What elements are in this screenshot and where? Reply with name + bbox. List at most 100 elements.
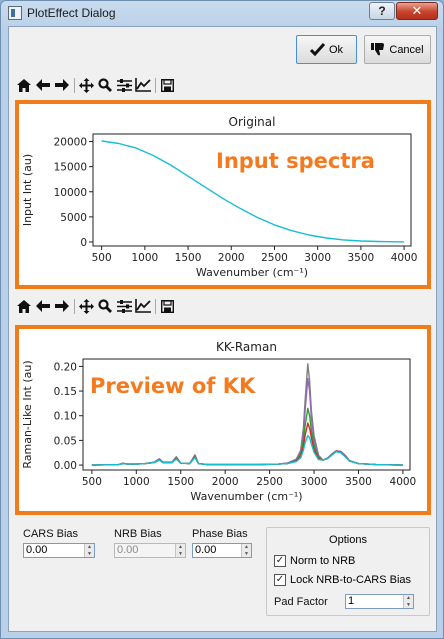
preview-kk-annotation: Preview of KK bbox=[90, 374, 256, 398]
cars-bias-spinbox[interactable]: 0.00 ▲ ▼ bbox=[23, 543, 95, 558]
axes-edit-icon[interactable] bbox=[135, 77, 151, 93]
y-tick-label: 0.15 bbox=[54, 386, 77, 398]
forward-arrow-icon[interactable] bbox=[54, 77, 70, 93]
x-tick-label: 1500 bbox=[167, 476, 194, 488]
kk-raman-plot-frame: KK-Raman 500 1000 1500 2000 2500 3000 3500 4000 0… bbox=[15, 325, 431, 515]
phase-bias-value: 0.00 bbox=[195, 544, 217, 556]
norm-to-nrb-checkbox-row[interactable]: ✓ Norm to NRB bbox=[274, 555, 355, 567]
zoom-icon[interactable] bbox=[97, 77, 113, 93]
cancel-label: Cancel bbox=[389, 43, 424, 56]
checkmark-icon bbox=[309, 43, 325, 56]
y-tick-label: 20000 bbox=[54, 137, 87, 149]
y-tick-label: 15000 bbox=[54, 162, 87, 174]
y-tick-label: 10000 bbox=[54, 187, 87, 199]
x-tick-label: 1500 bbox=[175, 252, 202, 264]
nrb-bias-spinbox: 0.00 ▲ ▼ bbox=[114, 543, 186, 558]
x-tick-label: 500 bbox=[82, 476, 102, 488]
toolbar-separator bbox=[74, 298, 75, 314]
window-title: PlotEffect Dialog bbox=[27, 6, 116, 20]
pan-icon[interactable] bbox=[78, 77, 94, 93]
thumbs-down-icon bbox=[371, 43, 385, 56]
y-axis-label: Raman-Like Int (au) bbox=[21, 360, 34, 468]
y-tick-label: 0.00 bbox=[54, 460, 77, 472]
norm-to-nrb-checkbox[interactable]: ✓ bbox=[274, 555, 286, 567]
cars-bias-value: 0.00 bbox=[26, 544, 48, 556]
cars-bias-label: CARS Bias bbox=[23, 528, 79, 540]
x-tick-label: 500 bbox=[92, 252, 112, 264]
plot-toolbar-bottom bbox=[16, 296, 178, 316]
close-button[interactable]: ✕ bbox=[396, 2, 438, 20]
x-tick-label: 4000 bbox=[390, 476, 417, 488]
cars-bias-spin-arrows[interactable]: ▲ ▼ bbox=[84, 544, 94, 557]
x-axis-label: Wavenumber (cm⁻¹) bbox=[190, 490, 302, 503]
nrb-bias-value: 0.00 bbox=[117, 544, 139, 556]
pad-factor-spinbox[interactable]: 1 ▲ ▼ bbox=[345, 594, 414, 609]
help-button[interactable]: ? bbox=[369, 2, 395, 20]
plot-toolbar-top bbox=[16, 75, 178, 95]
axes-edit-icon[interactable] bbox=[135, 298, 151, 314]
pad-factor-label: Pad Factor bbox=[274, 596, 328, 608]
phase-bias-label: Phase Bias bbox=[192, 528, 248, 540]
cancel-button[interactable]: Cancel bbox=[364, 35, 431, 64]
ok-label: Ok bbox=[328, 43, 344, 56]
save-icon[interactable] bbox=[159, 77, 175, 93]
x-tick-label: 3500 bbox=[345, 476, 372, 488]
x-tick-label: 2000 bbox=[212, 476, 239, 488]
nrb-bias-label: NRB Bias bbox=[114, 528, 162, 540]
x-tick-label: 4000 bbox=[391, 252, 418, 264]
dialog-client: Ok Cancel Original 500 1000 1500 2000 2500 300… bbox=[8, 26, 437, 632]
toolbar-separator bbox=[74, 77, 75, 93]
y-tick-label: 0.05 bbox=[54, 435, 77, 447]
x-tick-label: 3000 bbox=[301, 476, 328, 488]
options-group: Options ✓ Norm to NRB ✓ Lock NRB-to-CARS… bbox=[266, 527, 430, 616]
lock-nrb-checkbox[interactable]: ✓ bbox=[274, 574, 286, 586]
original-plot[interactable]: Original 500 1000 1500 2000 2500 3000 3500 4000 0… bbox=[19, 104, 427, 285]
y-tick-label: 0.20 bbox=[54, 361, 77, 373]
x-tick-label: 3000 bbox=[304, 252, 331, 264]
x-tick-label: 3500 bbox=[348, 252, 375, 264]
home-icon[interactable] bbox=[16, 298, 32, 314]
phase-bias-spinbox[interactable]: 0.00 ▲ ▼ bbox=[192, 543, 252, 558]
norm-to-nrb-label: Norm to NRB bbox=[290, 555, 356, 567]
series-line-3 bbox=[91, 422, 403, 466]
save-icon[interactable] bbox=[159, 298, 175, 314]
input-spectra-annotation: Input spectra bbox=[216, 149, 375, 173]
subplot-config-icon[interactable] bbox=[116, 298, 132, 314]
forward-arrow-icon[interactable] bbox=[54, 298, 70, 314]
title-bar[interactable]: PlotEffect Dialog ? ✕ bbox=[1, 1, 443, 25]
back-arrow-icon[interactable] bbox=[35, 77, 51, 93]
phase-bias-spin-arrows[interactable]: ▲ ▼ bbox=[241, 544, 251, 557]
pad-factor-value: 1 bbox=[348, 595, 355, 607]
series-line-2 bbox=[91, 407, 403, 466]
options-title: Options bbox=[329, 534, 367, 546]
chart-title: Original bbox=[229, 115, 276, 129]
nrb-bias-spin-arrows: ▲ ▼ bbox=[175, 544, 185, 557]
x-tick-label: 2000 bbox=[218, 252, 245, 264]
x-tick-label: 2500 bbox=[261, 252, 288, 264]
toolbar-separator bbox=[155, 298, 156, 314]
y-tick-label: 5000 bbox=[60, 212, 87, 224]
y-tick-label: 0.10 bbox=[54, 411, 77, 423]
lock-nrb-checkbox-row[interactable]: ✓ Lock NRB-to-CARS Bias bbox=[274, 574, 411, 586]
subplot-config-icon[interactable] bbox=[116, 77, 132, 93]
lock-nrb-label: Lock NRB-to-CARS Bias bbox=[290, 574, 412, 586]
zoom-icon[interactable] bbox=[97, 298, 113, 314]
plot-area-border bbox=[82, 358, 411, 471]
plot-area-border bbox=[92, 133, 412, 247]
toolbar-separator bbox=[155, 77, 156, 93]
original-plot-frame: Original 500 1000 1500 2000 2500 3000 3500 4000 0… bbox=[15, 100, 431, 289]
pad-factor-spin-arrows[interactable]: ▲ ▼ bbox=[403, 595, 413, 608]
x-tick-label: 1000 bbox=[123, 476, 150, 488]
series-line-0 bbox=[101, 140, 405, 243]
pan-icon[interactable] bbox=[78, 298, 94, 314]
app-icon bbox=[8, 6, 22, 20]
x-tick-label: 2500 bbox=[256, 476, 283, 488]
chart-title: KK-Raman bbox=[216, 340, 277, 354]
y-tick-label: 0 bbox=[80, 237, 87, 249]
kk-raman-plot[interactable]: KK-Raman 500 1000 1500 2000 2500 3000 3500 4000 0… bbox=[19, 329, 427, 511]
ok-button[interactable]: Ok bbox=[296, 35, 357, 64]
back-arrow-icon[interactable] bbox=[35, 298, 51, 314]
series-line-4 bbox=[91, 434, 403, 466]
home-icon[interactable] bbox=[16, 77, 32, 93]
